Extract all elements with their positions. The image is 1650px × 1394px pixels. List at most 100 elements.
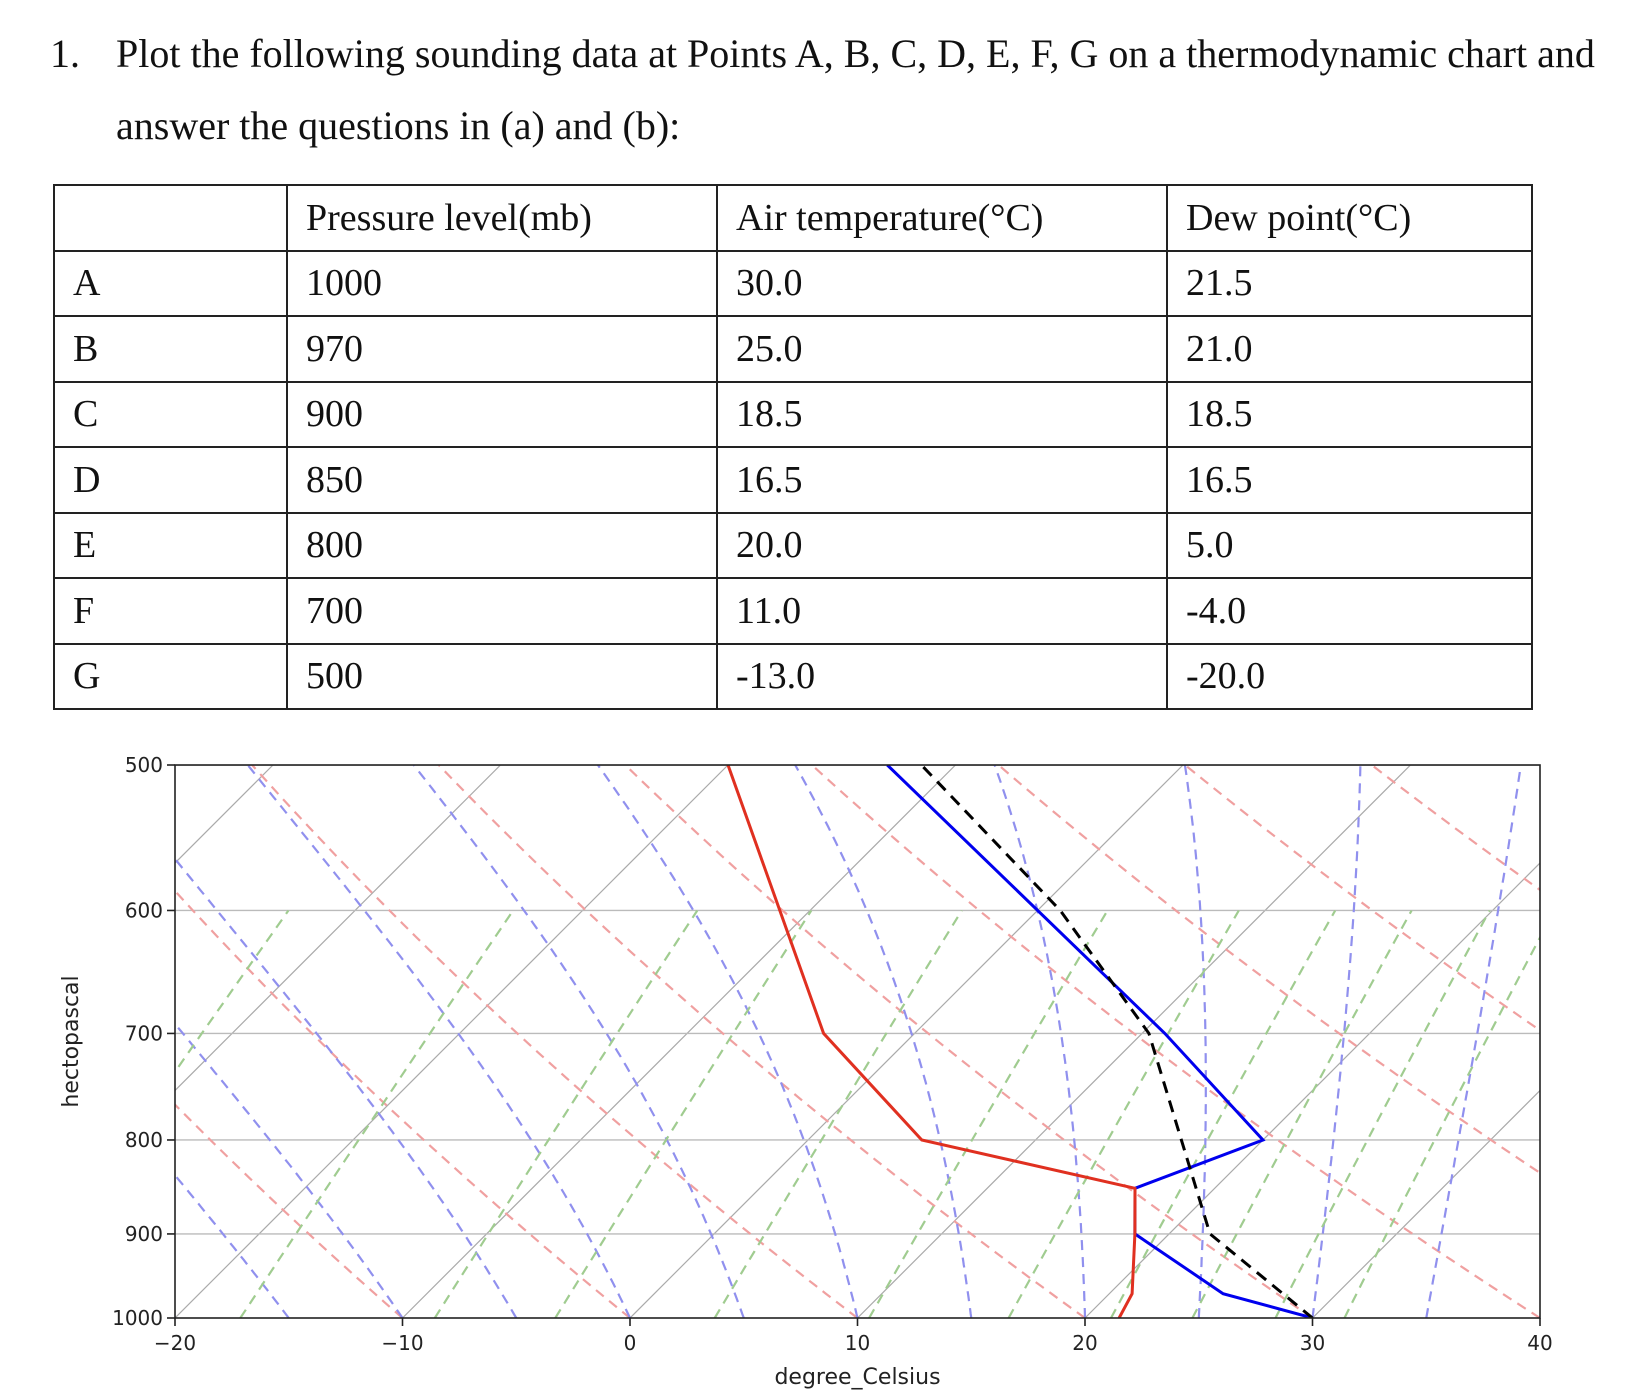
y-tick-label: 600	[125, 898, 163, 922]
row-pressure: 970	[286, 315, 718, 383]
dry-adiabat-line	[251, 765, 859, 1318]
row-label: G	[53, 642, 288, 710]
mixing-ratio-line	[713, 909, 963, 1318]
moist-adiabat-line	[246, 765, 631, 1318]
row-label: C	[53, 380, 288, 448]
row-label: A	[53, 249, 288, 317]
isotherm-line	[1539, 1317, 1540, 1318]
x-tick-label: 10	[845, 1331, 870, 1355]
header-blank	[53, 184, 288, 252]
y-tick-label: 900	[125, 1222, 163, 1246]
mixing-ratio-line	[554, 909, 813, 1318]
isotherm-line	[1312, 1089, 1540, 1318]
x-tick-label: 40	[1527, 1331, 1552, 1355]
x-tick-label: 30	[1300, 1331, 1325, 1355]
row-temperature: 20.0	[716, 511, 1168, 579]
header-temperature: Air temperature(°C)	[716, 184, 1168, 252]
mixing-ratio-line	[239, 909, 515, 1318]
skewt-chart: 500 600 700 800 900 1000−20 −10 0 10 20 30 40 degree…	[0, 753, 1650, 1390]
row-temperature: 11.0	[716, 577, 1168, 645]
moist-adiabat-line	[597, 765, 859, 1318]
sounding-series-line-3	[920, 765, 1314, 1318]
dry-adiabat-line	[1184, 765, 1540, 1032]
row-dewpoint: 21.0	[1166, 315, 1533, 383]
row-label: E	[53, 511, 288, 579]
row-label: B	[53, 315, 288, 383]
question-number: 1.	[50, 31, 80, 76]
row-pressure: 850	[286, 446, 718, 514]
row-dewpoint: -20.0	[1166, 642, 1533, 710]
isotherm-line	[175, 765, 501, 1092]
table-row: A 1000 30.0 21.5	[53, 249, 1533, 317]
header-pressure: Pressure level(mb)	[286, 184, 718, 252]
row-temperature: 30.0	[716, 249, 1168, 317]
sounding-series-line-2	[726, 765, 1137, 1318]
dry-adiabat-line	[997, 765, 1540, 1175]
isotherm-line	[0, 765, 46, 1318]
moist-adiabat-line	[175, 1022, 404, 1318]
sounding-table: Pressure level(mb) Air temperature(°C) D…	[53, 184, 1533, 710]
question-text: Plot the following sounding data at Poin…	[116, 31, 1595, 148]
table-row: F 700 11.0 -4.0	[53, 577, 1533, 645]
isotherm-line	[629, 765, 1184, 1318]
row-temperature: -13.0	[716, 642, 1168, 710]
row-pressure: 700	[286, 577, 718, 645]
isotherm-line	[857, 765, 1411, 1318]
y-tick-label: 700	[125, 1021, 163, 1045]
isotherm-line	[1084, 862, 1540, 1318]
table-row: C 900 18.5 18.5	[53, 380, 1533, 448]
dry-adiabat-line	[175, 1103, 404, 1318]
x-tick-label: 20	[1072, 1331, 1097, 1355]
mixing-ratio-line	[175, 909, 290, 1074]
header-dewpoint: Dew point(°C)	[1166, 184, 1533, 252]
y-axis-title: hectopascal	[59, 975, 84, 1107]
dry-adiabat-line	[437, 765, 1086, 1318]
row-pressure: 800	[286, 511, 718, 579]
plot-area	[0, 765, 1650, 1318]
dry-adiabat-line	[1371, 765, 1540, 892]
x-tick-label: −20	[154, 1331, 196, 1355]
dry-adiabat-line	[1558, 765, 1650, 1318]
x-axis-title: degree_Celsius	[774, 1365, 940, 1390]
dry-adiabat-line	[811, 765, 1540, 1318]
row-temperature: 18.5	[716, 380, 1168, 448]
row-dewpoint: 16.5	[1166, 446, 1533, 514]
plot-frame	[174, 764, 1541, 1319]
moist-adiabat-line	[1183, 765, 1207, 1318]
moist-adiabat-line	[175, 1173, 290, 1318]
row-label: F	[53, 577, 288, 645]
moist-adiabat-line	[1538, 1312, 1540, 1318]
row-label: D	[53, 446, 288, 514]
y-tick-label: 500	[125, 753, 163, 777]
mixing-ratio-line	[868, 909, 1109, 1318]
moist-adiabat-line	[1311, 765, 1362, 1318]
x-tick-label: −10	[381, 1331, 423, 1355]
row-dewpoint: 21.5	[1166, 249, 1533, 317]
moist-adiabat-line	[993, 765, 1087, 1318]
row-temperature: 16.5	[716, 446, 1168, 514]
table-row: B 970 25.0 21.0	[53, 315, 1533, 383]
row-temperature: 25.0	[716, 315, 1168, 383]
dry-adiabat-line	[175, 889, 631, 1318]
row-dewpoint: 18.5	[1166, 380, 1533, 448]
mixing-ratio-line	[1007, 909, 1240, 1318]
mixing-ratio-line	[1274, 909, 1491, 1318]
y-tick-label: 800	[125, 1128, 163, 1152]
dry-adiabat-line	[624, 765, 1314, 1318]
moist-adiabat-line	[175, 857, 518, 1318]
row-dewpoint: 5.0	[1166, 511, 1533, 579]
isotherm-line	[175, 765, 274, 864]
table-row: D 850 16.5 16.5	[53, 446, 1533, 514]
moist-adiabat-line	[794, 765, 973, 1318]
moist-adiabat-line	[412, 765, 745, 1318]
row-pressure: 500	[286, 642, 718, 710]
x-tick-label: 0	[624, 1331, 637, 1355]
row-pressure: 1000	[286, 249, 718, 317]
row-pressure: 900	[286, 380, 718, 448]
mixing-ratio-line	[1191, 909, 1413, 1318]
row-dewpoint: -4.0	[1166, 577, 1533, 645]
isotherm-line	[402, 765, 956, 1318]
mixing-ratio-line	[1343, 935, 1540, 1318]
isotherm-line	[175, 765, 729, 1318]
table-header-row: Pressure level(mb) Air temperature(°C) D…	[53, 184, 1533, 252]
